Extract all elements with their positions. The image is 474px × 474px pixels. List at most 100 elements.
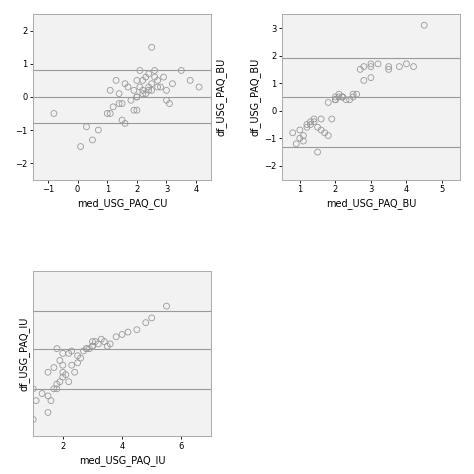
Point	[338, 93, 346, 101]
Point	[317, 115, 325, 123]
X-axis label: med_USG_PAQ_BU: med_USG_PAQ_BU	[326, 199, 416, 210]
Point	[148, 80, 155, 88]
Point	[148, 44, 155, 51]
Y-axis label: df_USG_PAQ_BU: df_USG_PAQ_BU	[249, 58, 260, 136]
Point	[133, 326, 141, 334]
Point	[53, 380, 61, 388]
Point	[335, 91, 343, 98]
Point	[82, 345, 90, 353]
Point	[77, 354, 84, 362]
Point	[118, 100, 126, 107]
Point	[95, 340, 102, 348]
Point	[106, 109, 114, 117]
Point	[65, 378, 73, 385]
Point	[130, 87, 137, 94]
Point	[59, 361, 66, 369]
Point	[77, 143, 84, 150]
Point	[112, 333, 120, 341]
Point	[50, 364, 58, 371]
Point	[89, 343, 96, 350]
Point	[142, 319, 149, 327]
Point	[118, 116, 126, 124]
Point	[324, 99, 332, 106]
Point	[82, 345, 90, 353]
Y-axis label: df_USG_PAQ_BU: df_USG_PAQ_BU	[215, 58, 226, 136]
Point	[29, 385, 37, 392]
Point	[353, 91, 360, 98]
Point	[342, 96, 350, 103]
Point	[118, 331, 126, 338]
Point	[403, 60, 410, 68]
Point	[148, 314, 155, 322]
Point	[86, 345, 93, 353]
X-axis label: med_USG_PAQ_CU: med_USG_PAQ_CU	[77, 199, 167, 210]
X-axis label: med_USG_PAQ_IU: med_USG_PAQ_IU	[79, 455, 165, 466]
Point	[44, 392, 52, 400]
Point	[94, 126, 102, 134]
Point	[346, 96, 353, 103]
Point	[139, 87, 146, 94]
Point	[195, 83, 203, 91]
Point	[186, 77, 194, 84]
Point	[59, 349, 66, 357]
Point	[106, 340, 114, 348]
Point	[68, 347, 75, 355]
Point	[139, 77, 146, 84]
Point	[89, 343, 96, 350]
Point	[332, 96, 339, 103]
Point	[349, 91, 357, 98]
Point	[324, 132, 332, 139]
Point	[47, 397, 55, 404]
Point	[166, 100, 173, 107]
Point	[148, 87, 155, 94]
Point	[133, 77, 141, 84]
Point	[145, 83, 153, 91]
Point	[332, 93, 339, 101]
Point	[133, 106, 141, 114]
Point	[317, 126, 325, 134]
Point	[338, 93, 346, 101]
Point	[53, 385, 61, 392]
Point	[103, 343, 111, 350]
Point	[367, 60, 374, 68]
Point	[303, 123, 311, 131]
Point	[296, 126, 303, 134]
Point	[127, 96, 135, 104]
Point	[160, 73, 167, 81]
Point	[303, 121, 311, 128]
Point	[310, 118, 318, 126]
Point	[360, 77, 368, 84]
Point	[177, 67, 185, 74]
Point	[121, 119, 129, 127]
Point	[106, 87, 114, 94]
Point	[133, 93, 141, 101]
Point	[50, 109, 58, 117]
Point	[59, 368, 66, 376]
Point	[44, 409, 52, 416]
Point	[307, 121, 314, 128]
Point	[136, 67, 144, 74]
Point	[385, 63, 392, 71]
Point	[154, 77, 161, 84]
Point	[335, 93, 343, 101]
Point	[124, 328, 132, 336]
Point	[44, 368, 52, 376]
Point	[38, 390, 46, 397]
Point	[163, 96, 170, 104]
Point	[349, 93, 357, 101]
Point	[410, 63, 418, 71]
Point	[332, 96, 339, 103]
Point	[307, 118, 314, 126]
Point	[356, 65, 364, 73]
Point	[328, 115, 336, 123]
Point	[89, 136, 96, 144]
Point	[115, 100, 123, 107]
Point	[157, 83, 164, 91]
Point	[121, 80, 129, 88]
Point	[74, 352, 82, 359]
Point	[124, 83, 132, 91]
Point	[89, 338, 96, 346]
Point	[292, 140, 300, 147]
Point	[82, 123, 90, 130]
Point	[109, 103, 117, 110]
